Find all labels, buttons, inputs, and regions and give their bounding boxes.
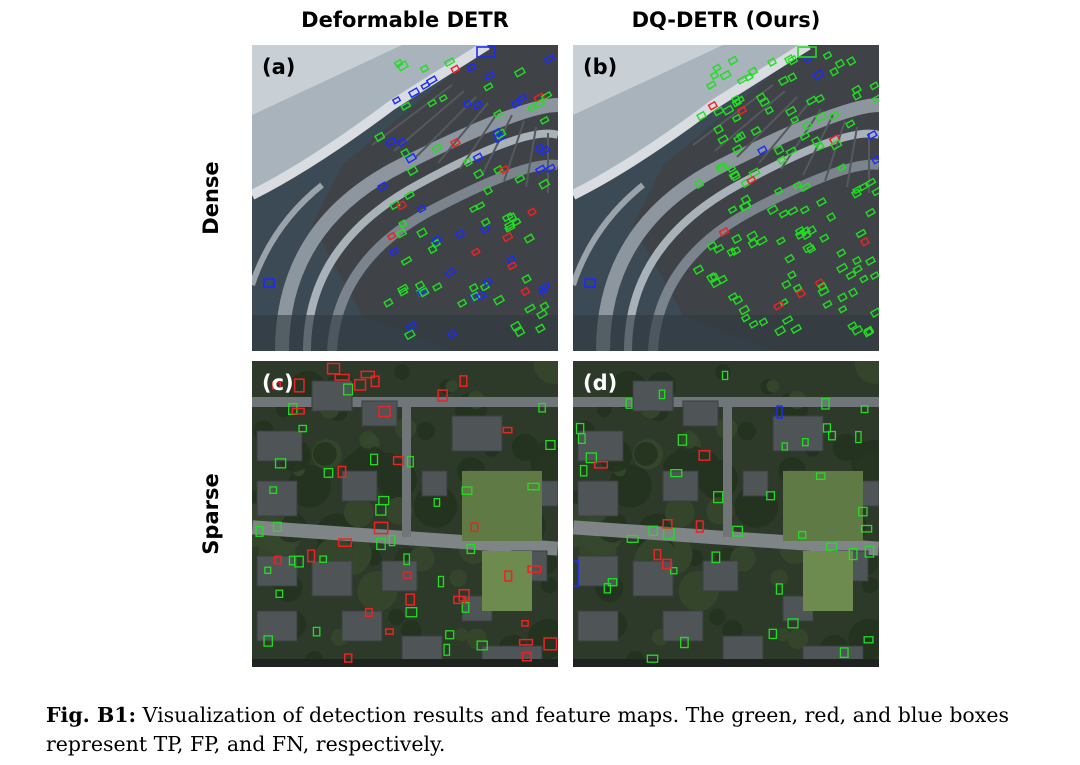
panel-label-c: (c) [262,371,294,395]
caption-label: Fig. B1: [46,703,137,727]
panel-c-sparse-deformable-detr: (c) [252,361,558,667]
panel-a-dense-deformable-detr: (a) [252,45,558,351]
aerial-image-sparse [573,361,879,667]
panel-b-dense-dq-detr: (b) [573,45,879,351]
aerial-image-dense [573,45,879,351]
figure-caption: Fig. B1: Visualization of detection resu… [46,701,1041,759]
panel-label-d: (d) [583,371,618,395]
panel-label-a: (a) [262,55,296,79]
panel-label-b: (b) [583,55,618,79]
panel-d-sparse-dq-detr: (d) [573,361,879,667]
aerial-image-dense [252,45,558,351]
column-header-dq-detr: DQ-DETR (Ours) [631,8,821,32]
caption-text: Visualization of detection results and f… [46,703,1009,756]
column-header-deformable-detr: Deformable DETR [301,8,509,32]
aerial-image-sparse [252,361,558,667]
